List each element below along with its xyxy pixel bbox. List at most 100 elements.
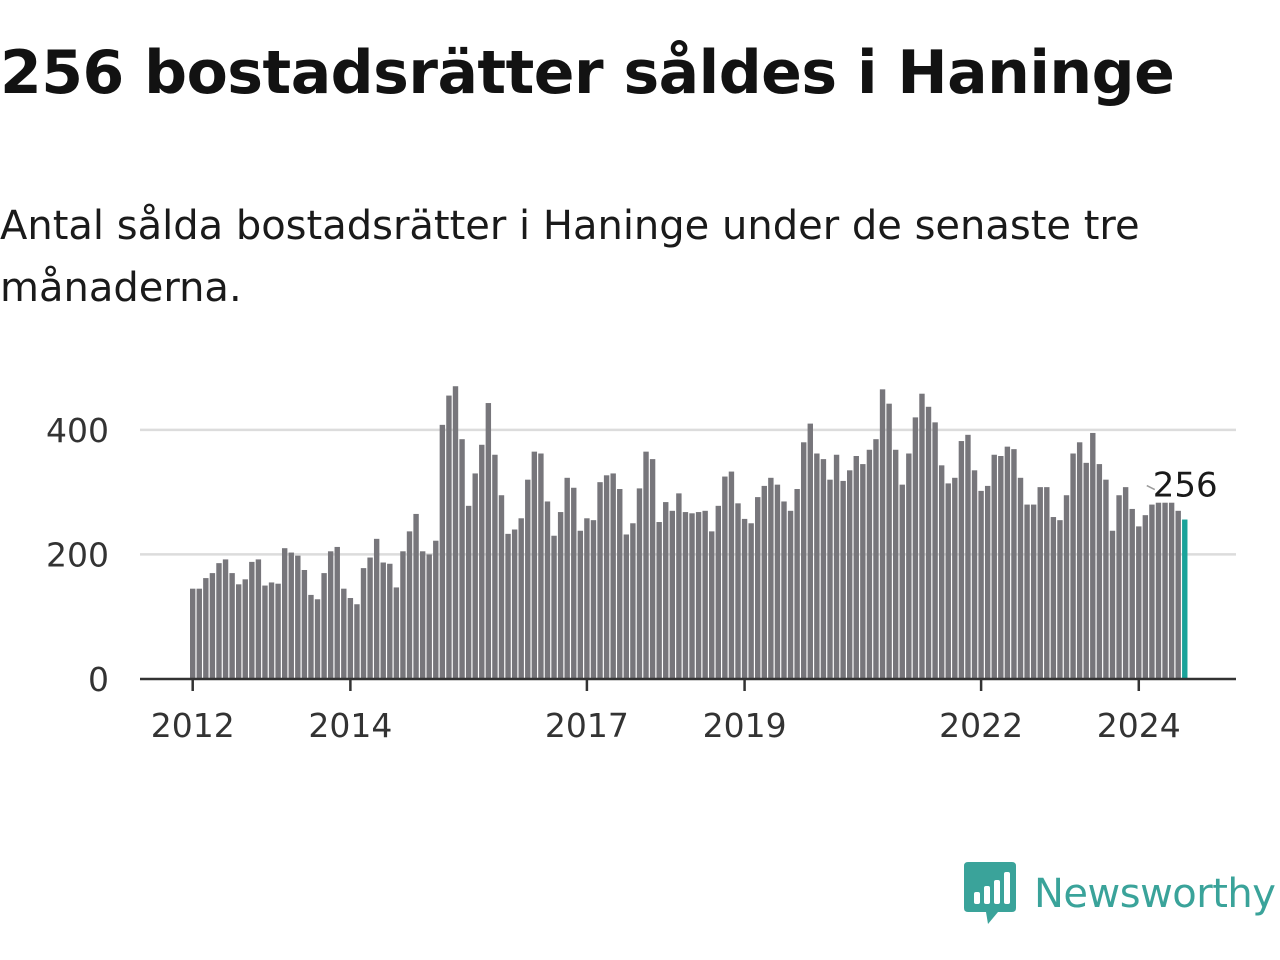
bar xyxy=(400,551,406,679)
bar xyxy=(314,599,321,679)
bar xyxy=(419,551,426,679)
y-tick-label: 400 xyxy=(46,411,109,450)
bar xyxy=(715,505,721,679)
bar xyxy=(643,451,649,679)
bar xyxy=(571,487,577,679)
bar xyxy=(288,552,294,679)
bar xyxy=(1050,517,1057,679)
bar xyxy=(945,483,951,679)
bar xyxy=(807,423,813,679)
bar xyxy=(1168,502,1175,679)
bar xyxy=(879,389,886,679)
bar xyxy=(406,531,413,679)
bar xyxy=(525,479,531,679)
bar xyxy=(853,456,859,679)
bar xyxy=(965,434,971,679)
bar xyxy=(781,501,787,679)
bar xyxy=(275,583,281,679)
bar xyxy=(216,563,222,679)
bar xyxy=(932,422,938,679)
bar xyxy=(873,439,879,679)
bar xyxy=(663,502,669,679)
bar xyxy=(1162,502,1168,679)
highlight-value-label: 256 xyxy=(1153,466,1218,506)
bar xyxy=(1122,487,1129,679)
x-tick-label: 2017 xyxy=(545,706,629,745)
bar xyxy=(492,454,498,679)
bar xyxy=(998,456,1004,679)
bar xyxy=(892,449,899,679)
bars xyxy=(190,386,1188,680)
bar xyxy=(1109,530,1116,679)
annotation-leader xyxy=(1146,484,1156,491)
newsworthy-logo: Newsworthy xyxy=(964,862,1276,926)
bar xyxy=(755,497,761,679)
bar xyxy=(465,505,472,679)
bar xyxy=(1096,464,1103,679)
bar xyxy=(833,454,840,679)
bar xyxy=(564,477,570,679)
bar xyxy=(373,538,380,679)
bar xyxy=(886,403,892,679)
bar xyxy=(1037,487,1043,679)
bar xyxy=(308,594,314,679)
bar xyxy=(235,584,242,679)
bar xyxy=(295,555,301,679)
bar xyxy=(439,424,446,679)
bar xyxy=(268,582,275,679)
bar xyxy=(676,493,682,679)
bar xyxy=(820,459,827,679)
bar xyxy=(1116,495,1122,679)
bar xyxy=(413,513,419,679)
bar xyxy=(617,489,623,679)
bar xyxy=(1044,487,1050,679)
bar xyxy=(544,501,551,679)
bar xyxy=(347,598,354,679)
annotation: 256 xyxy=(1146,466,1218,506)
bar xyxy=(840,480,846,679)
chart-subtitle: Antal sålda bostadsrätter i Haninge unde… xyxy=(0,203,1140,311)
bar xyxy=(334,546,340,679)
bar xyxy=(978,490,984,679)
bar xyxy=(190,588,196,679)
bar xyxy=(327,551,334,679)
bar xyxy=(768,477,774,679)
bar xyxy=(511,529,518,679)
bar xyxy=(459,439,465,679)
bar xyxy=(597,482,603,679)
bar xyxy=(196,588,202,679)
bar xyxy=(1136,526,1142,679)
bar xyxy=(1090,432,1096,679)
bar xyxy=(1175,510,1181,679)
bar xyxy=(919,393,925,679)
bar xyxy=(341,588,347,679)
bar xyxy=(393,587,400,679)
y-axis-labels: 0 200 400 xyxy=(46,411,109,699)
bar xyxy=(203,578,209,679)
bar xyxy=(748,523,754,679)
bar xyxy=(551,535,557,679)
bar xyxy=(1129,508,1135,679)
highlight-bar xyxy=(1182,519,1188,679)
bar xyxy=(695,512,702,679)
bar xyxy=(938,465,945,679)
bar xyxy=(209,573,216,679)
bar xyxy=(1011,449,1017,679)
bar xyxy=(505,533,511,679)
bar xyxy=(531,451,538,679)
bar xyxy=(557,512,564,679)
bar xyxy=(255,559,262,679)
bar xyxy=(1057,520,1063,679)
bar xyxy=(1142,515,1149,679)
bar xyxy=(1155,502,1162,679)
x-tick-label: 2022 xyxy=(939,706,1023,745)
bar xyxy=(426,554,432,679)
bar xyxy=(669,510,676,679)
bar xyxy=(866,449,873,679)
bar xyxy=(623,534,630,679)
bar xyxy=(1063,495,1070,679)
bar xyxy=(498,495,505,679)
bar xyxy=(242,579,248,679)
bar xyxy=(709,531,715,679)
bar xyxy=(735,503,741,679)
